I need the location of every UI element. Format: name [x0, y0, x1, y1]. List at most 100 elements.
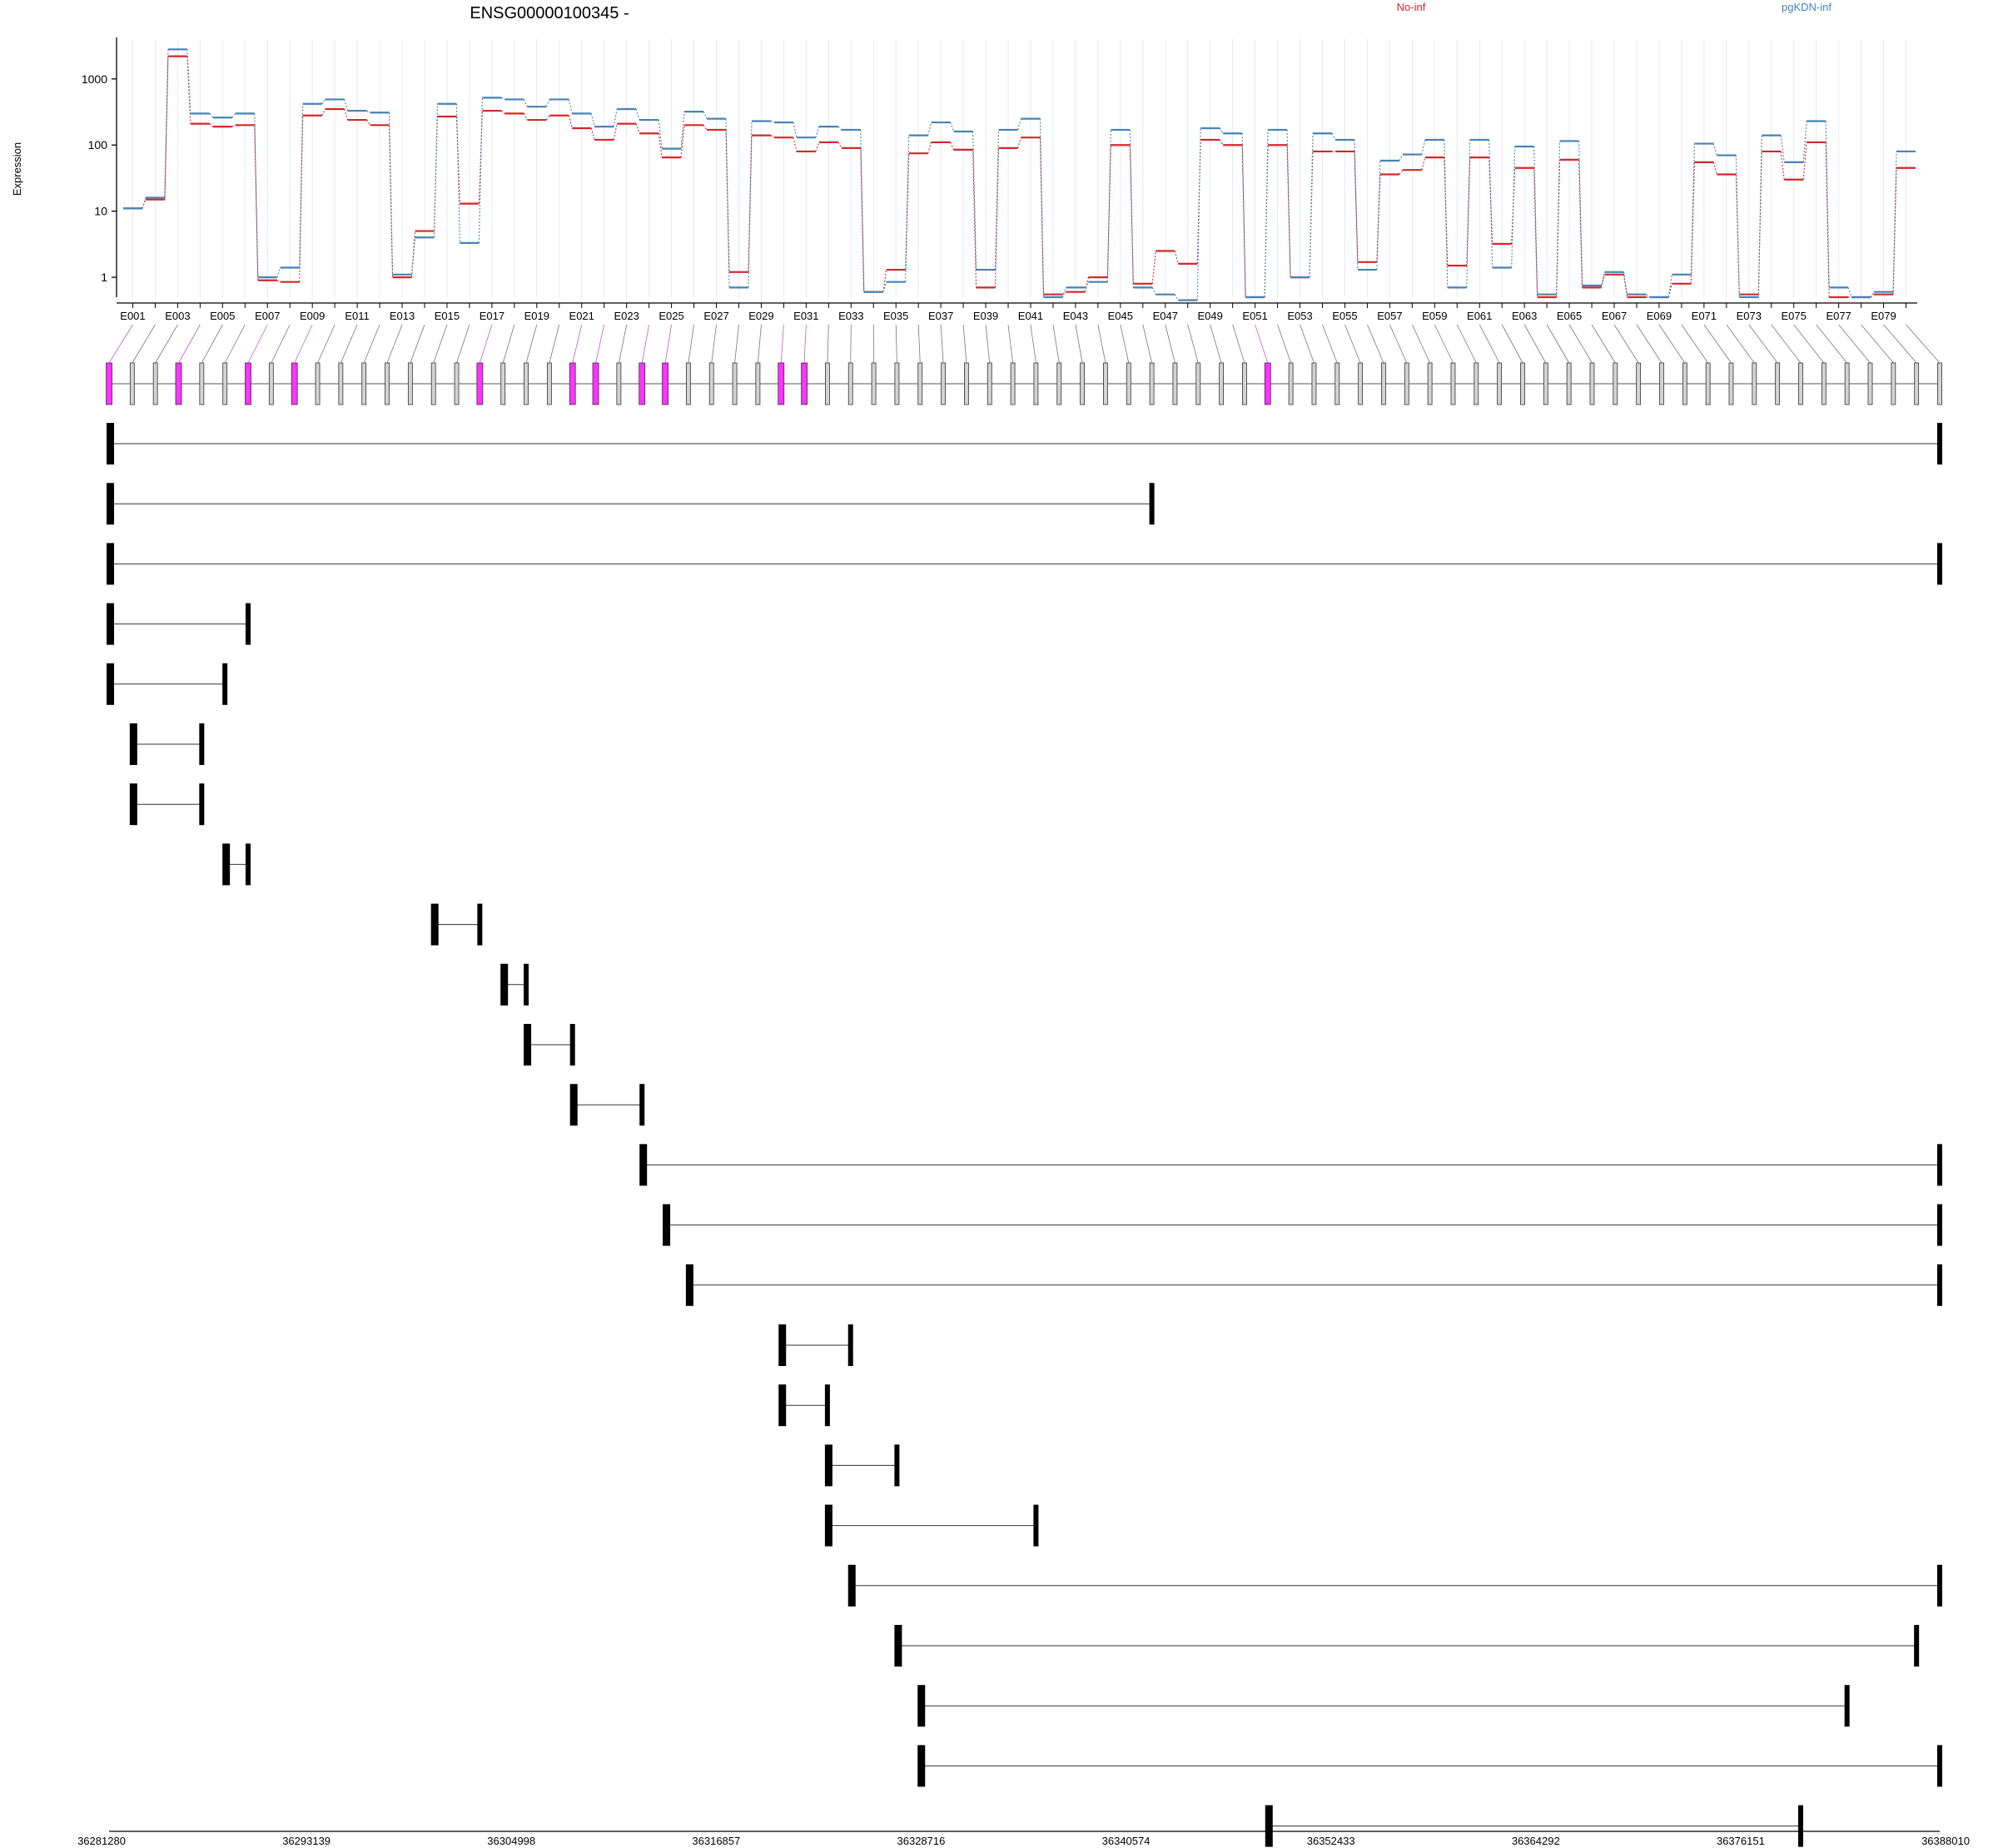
x-tick-label: E069 [1647, 310, 1672, 322]
transcript-row [107, 663, 228, 705]
exon-connector [1793, 324, 1825, 364]
x-tick-label: E017 [480, 310, 504, 322]
x-tick-label: E063 [1512, 310, 1537, 322]
exon-connector [1277, 324, 1291, 364]
x-tick-label: E023 [614, 310, 639, 322]
exon-connector [1300, 324, 1315, 364]
exon-box [1798, 362, 1803, 405]
exon-block [663, 1204, 671, 1246]
series-connector [1556, 159, 1561, 298]
exon-block [1937, 1204, 1942, 1246]
series-connector [186, 49, 191, 114]
exon-box [894, 362, 900, 405]
genomic-coordinate-label: 36352433 [1307, 1835, 1355, 1847]
x-tick-label: E039 [973, 310, 998, 322]
series-connector [927, 142, 932, 154]
series-No-inf [123, 55, 1916, 299]
series-connector [209, 113, 214, 118]
exon-box [407, 362, 413, 405]
exon-connector [1411, 324, 1430, 364]
exon-block [222, 663, 228, 705]
exon-box [1844, 362, 1850, 405]
series-connector [590, 113, 595, 127]
series-pgKDN-inf [123, 48, 1916, 301]
exon-box [430, 362, 436, 405]
exon-box [732, 362, 738, 405]
series-connector [1870, 291, 1875, 298]
x-tick-label: E079 [1871, 310, 1896, 322]
transcript-row [222, 843, 251, 886]
exon-box [1543, 362, 1548, 405]
series-connector [703, 111, 708, 119]
series-connector [994, 129, 1000, 271]
x-tick-label: E071 [1692, 310, 1717, 322]
exon-connector [895, 324, 897, 364]
series-connector [1331, 133, 1336, 141]
exon-connector [386, 324, 403, 364]
series-connector [1646, 294, 1650, 298]
series-connector [389, 125, 394, 278]
series-connector [433, 103, 439, 238]
series-connector [635, 108, 640, 121]
exon-connector [734, 324, 739, 364]
exon-block [1844, 1685, 1850, 1727]
x-tick-label: E067 [1602, 310, 1627, 322]
series-connector [972, 149, 977, 288]
exon-block [246, 603, 251, 645]
exon-connector [618, 324, 628, 364]
exon-box [569, 362, 576, 405]
exon-block [129, 783, 137, 826]
exon-connector [641, 324, 650, 364]
transcript-row [685, 1264, 1942, 1306]
series-connector [1466, 139, 1471, 288]
exon-block [569, 1024, 575, 1066]
series-connector [1712, 143, 1717, 156]
series-connector [1264, 129, 1269, 298]
series-connector [276, 267, 281, 278]
exon-box [1914, 362, 1920, 405]
exon-block [639, 1084, 645, 1126]
y-tick-label: 1000 [82, 72, 107, 86]
series-connector [1219, 139, 1224, 146]
series-connector [1286, 145, 1291, 278]
series-connector [321, 99, 326, 105]
exon-connector [1613, 324, 1639, 364]
exon-box [1821, 362, 1827, 405]
series-connector [344, 108, 349, 121]
exon-box [616, 362, 622, 405]
exon-block [569, 1084, 578, 1126]
series-connector [1600, 271, 1606, 286]
x-tick-label: E075 [1782, 310, 1807, 322]
series-connector [344, 99, 349, 112]
exon-box [1891, 362, 1896, 405]
exon-box [199, 362, 205, 405]
exon-connector [850, 324, 852, 364]
transcript-row [778, 1324, 853, 1366]
series-connector [366, 110, 370, 113]
x-tick-label: E021 [569, 310, 594, 322]
exon-connector [780, 324, 784, 364]
series-connector [748, 135, 753, 272]
exon-block [524, 963, 529, 1006]
series-connector [1892, 151, 1897, 292]
exon-block [222, 843, 231, 886]
series-connector [254, 125, 259, 281]
series-connector [1712, 161, 1717, 175]
series-connector [1241, 145, 1246, 298]
exon-box [1033, 362, 1039, 405]
series-connector [815, 126, 820, 138]
exon-connector [479, 324, 493, 364]
y-axis-label: Expression [11, 142, 23, 196]
exon-connector [688, 324, 694, 364]
transcript-row [894, 1625, 1920, 1667]
x-tick-label: E033 [838, 310, 863, 322]
transcript-row [129, 783, 205, 826]
series-connector [1511, 167, 1516, 244]
exon-connector [201, 324, 223, 364]
series-connector [1489, 139, 1494, 268]
exon-box [708, 362, 714, 405]
exon-connector [1748, 324, 1778, 364]
y-tick-label: 1 [101, 271, 107, 284]
exon-box [361, 362, 367, 405]
